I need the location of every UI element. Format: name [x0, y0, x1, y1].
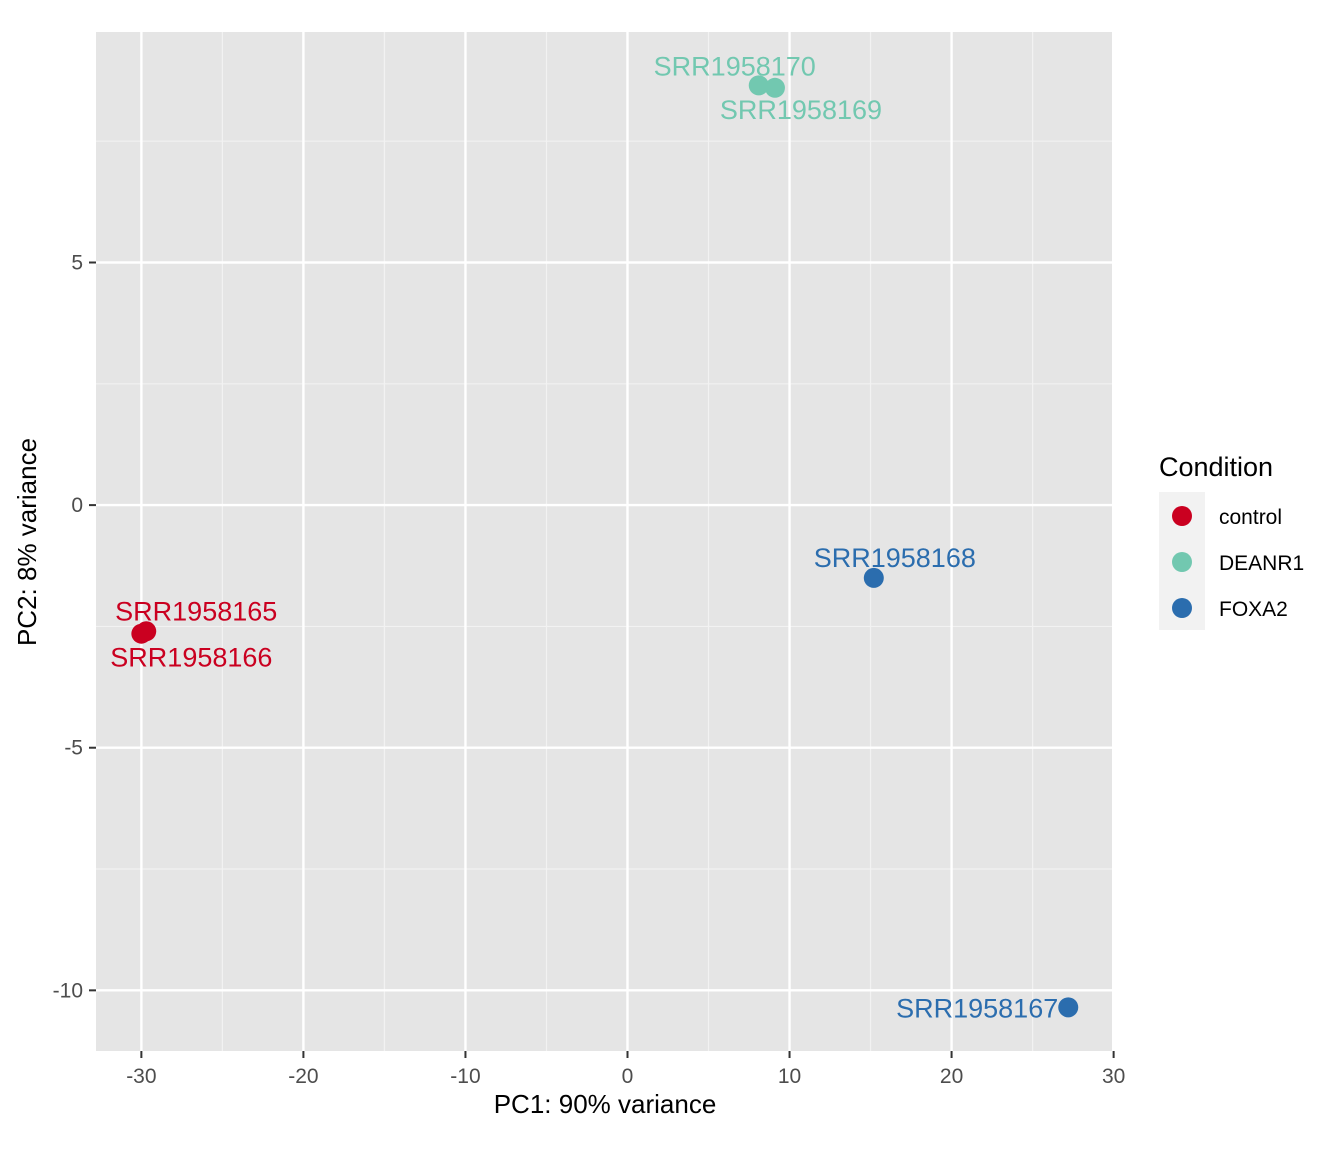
y-tick-label: 5	[71, 251, 83, 274]
point-label: SRR1958166	[110, 643, 272, 673]
data-point	[1058, 997, 1079, 1018]
legend-label: FOXA2	[1219, 598, 1288, 621]
legend: Condition control DEANR1 FOXA2	[1159, 452, 1304, 630]
data-point	[748, 75, 769, 96]
plot-panel	[96, 32, 1112, 1051]
point-labels: SRR1958165 SRR1958166 SRR1958167 SRR1958168…	[110, 51, 1058, 1023]
y-axis-title: PC2: 8% variance	[12, 438, 42, 646]
minor-gridlines	[96, 32, 1112, 1051]
legend-key	[1172, 598, 1192, 618]
x-tick-label: -20	[288, 1065, 318, 1088]
y-tick-label: -10	[53, 979, 83, 1002]
data-point	[131, 623, 152, 644]
axis-ticks	[89, 261, 1115, 1058]
x-axis-title: PC1: 90% variance	[494, 1089, 717, 1119]
major-gridlines	[96, 32, 1112, 1051]
legend-label: control	[1219, 506, 1282, 529]
x-tick-label: 0	[622, 1065, 634, 1088]
point-label: SRR1958170	[654, 51, 816, 81]
point-label: SRR1958169	[720, 95, 882, 125]
point-label: SRR1958168	[814, 543, 976, 573]
y-tick-label: 0	[71, 494, 83, 517]
x-tick-label: -10	[450, 1065, 480, 1088]
x-tick-label: 10	[778, 1065, 801, 1088]
x-tick-label: 20	[940, 1065, 963, 1088]
legend-label: DEANR1	[1219, 552, 1304, 575]
point-label: SRR1958167	[896, 993, 1058, 1023]
data-point	[863, 567, 884, 588]
y-tick-label: -5	[64, 737, 83, 760]
point-label: SRR1958165	[115, 596, 277, 626]
tick-labels: -30 -20 -10 0 10 20 30 -10 -5 0 5	[53, 251, 1126, 1088]
legend-key	[1172, 506, 1192, 526]
x-tick-label: -30	[126, 1065, 156, 1088]
x-tick-label: 30	[1102, 1065, 1125, 1088]
legend-key	[1172, 552, 1192, 572]
data-point	[764, 77, 785, 98]
legend-title: Condition	[1159, 452, 1273, 482]
data-points	[131, 75, 1079, 1018]
legend-items: control DEANR1 FOXA2	[1172, 506, 1304, 621]
